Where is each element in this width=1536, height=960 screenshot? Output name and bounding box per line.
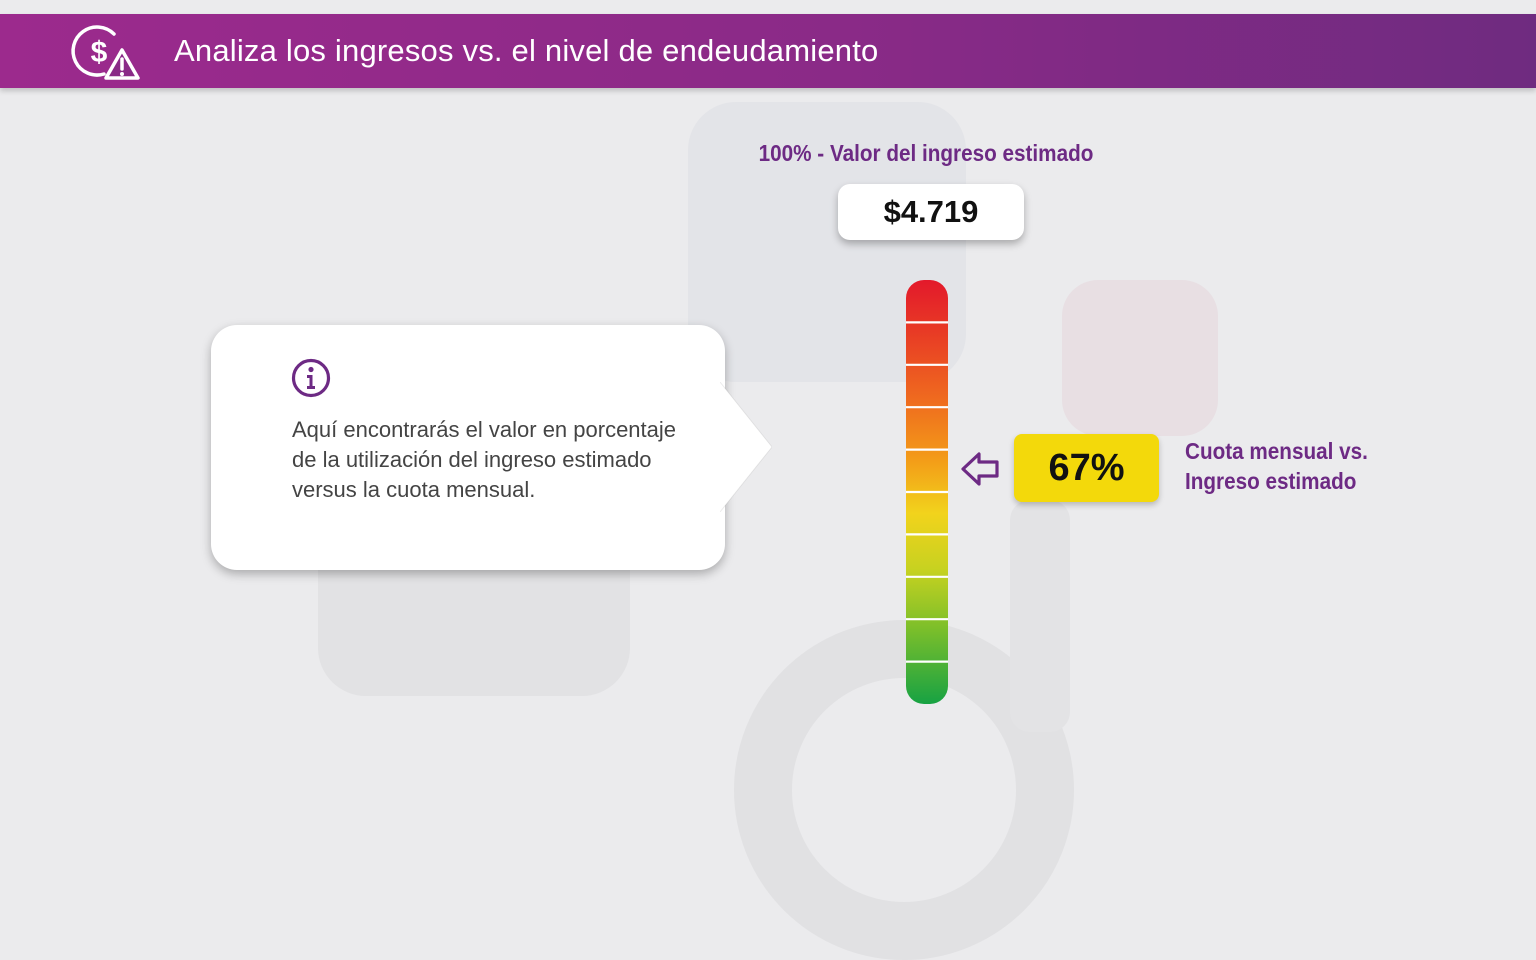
money-warning-icon: $ <box>71 25 140 80</box>
background-shape <box>1062 280 1218 436</box>
page-title: Analiza los ingresos vs. el nivel de end… <box>174 33 879 68</box>
payment-vs-income-label: Cuota mensual vs. Ingreso estimado <box>1185 436 1419 496</box>
svg-text:$: $ <box>91 36 108 69</box>
callout-text: Aquí encontrarás el valor en porcentaje … <box>292 417 677 502</box>
percent-value: 67% <box>1014 434 1159 502</box>
info-callout: Aquí encontrarás el valor en porcentaje … <box>211 325 725 570</box>
header-bar: $ Analiza los ingresos vs. el nivel de e… <box>0 14 1536 88</box>
income-value: $4.719 <box>838 184 1024 240</box>
callout-pointer <box>720 382 772 512</box>
background-shape <box>1010 500 1070 732</box>
income-label: 100% - Valor del ingreso estimado <box>758 140 1094 166</box>
debt-level-gauge <box>906 280 948 704</box>
side-label-line1: Cuota mensual vs. <box>1185 438 1368 464</box>
arrow-left-outline-icon <box>961 452 999 486</box>
side-label-line2: Ingreso estimado <box>1185 468 1357 494</box>
info-icon <box>291 358 331 398</box>
